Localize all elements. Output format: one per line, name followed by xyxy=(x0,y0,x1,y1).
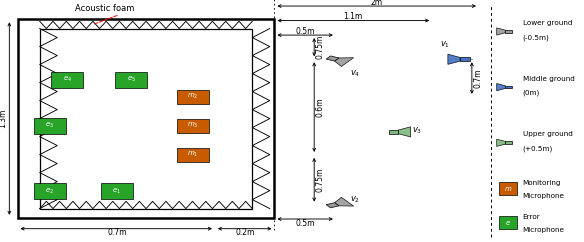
Text: Upper ground: Upper ground xyxy=(523,131,572,137)
Polygon shape xyxy=(448,54,460,64)
Text: $m_2$: $m_2$ xyxy=(187,92,199,101)
Bar xyxy=(34,118,66,134)
Polygon shape xyxy=(388,130,398,134)
Text: $v_4$: $v_4$ xyxy=(350,68,360,79)
Bar xyxy=(115,72,147,88)
Text: Error: Error xyxy=(523,214,540,219)
Bar xyxy=(176,90,209,104)
Bar xyxy=(51,72,83,88)
Text: Microphone: Microphone xyxy=(523,227,565,233)
Text: $m_3$: $m_3$ xyxy=(187,121,199,130)
Text: Middle ground: Middle ground xyxy=(523,76,575,82)
Text: $e_5$: $e_5$ xyxy=(127,75,136,84)
Text: 0.6m: 0.6m xyxy=(315,98,325,117)
Text: 0.5m: 0.5m xyxy=(295,27,315,36)
Text: $e_3$: $e_3$ xyxy=(45,121,54,130)
Bar xyxy=(176,148,209,162)
Bar xyxy=(499,216,517,229)
Text: 0.7m: 0.7m xyxy=(473,68,482,88)
Polygon shape xyxy=(326,56,339,61)
Polygon shape xyxy=(496,139,506,146)
Polygon shape xyxy=(496,83,506,91)
Polygon shape xyxy=(460,57,470,61)
Bar xyxy=(176,119,209,133)
Text: 0.7m: 0.7m xyxy=(107,228,127,237)
Bar xyxy=(499,182,517,196)
Polygon shape xyxy=(506,30,512,33)
Text: 2m: 2m xyxy=(371,0,383,7)
Text: 0.75m: 0.75m xyxy=(315,168,325,192)
Text: $e_2$: $e_2$ xyxy=(45,187,54,196)
Text: $v_1$: $v_1$ xyxy=(440,39,450,50)
Text: $e_1$: $e_1$ xyxy=(112,187,121,196)
Text: (0m): (0m) xyxy=(523,90,540,96)
Polygon shape xyxy=(398,127,411,137)
Text: 1.1m: 1.1m xyxy=(344,12,363,22)
Polygon shape xyxy=(496,28,506,35)
Text: 0.75m: 0.75m xyxy=(315,35,325,59)
Polygon shape xyxy=(506,86,512,88)
Text: Acoustic foam: Acoustic foam xyxy=(75,4,135,13)
Text: Monitoring: Monitoring xyxy=(523,180,561,186)
Text: $m$: $m$ xyxy=(504,185,512,193)
Text: $e$: $e$ xyxy=(505,219,511,227)
Bar xyxy=(40,29,252,209)
Text: Microphone: Microphone xyxy=(523,193,565,199)
Text: 0.2m: 0.2m xyxy=(235,228,255,237)
Text: Lower ground: Lower ground xyxy=(523,20,572,26)
Bar xyxy=(34,183,66,199)
Text: $m_1$: $m_1$ xyxy=(187,150,199,159)
Text: $v_2$: $v_2$ xyxy=(350,194,360,205)
Text: 1.3m: 1.3m xyxy=(0,109,8,128)
Polygon shape xyxy=(506,142,512,144)
Polygon shape xyxy=(326,203,339,208)
Text: $e_4$: $e_4$ xyxy=(62,75,72,84)
Text: $v_3$: $v_3$ xyxy=(412,125,423,136)
Polygon shape xyxy=(335,58,354,67)
Polygon shape xyxy=(335,197,354,206)
Text: 0.5m: 0.5m xyxy=(295,219,315,228)
Bar xyxy=(101,183,133,199)
Text: (-0.5m): (-0.5m) xyxy=(523,34,550,41)
Bar xyxy=(18,19,274,218)
Text: (+0.5m): (+0.5m) xyxy=(523,146,553,152)
